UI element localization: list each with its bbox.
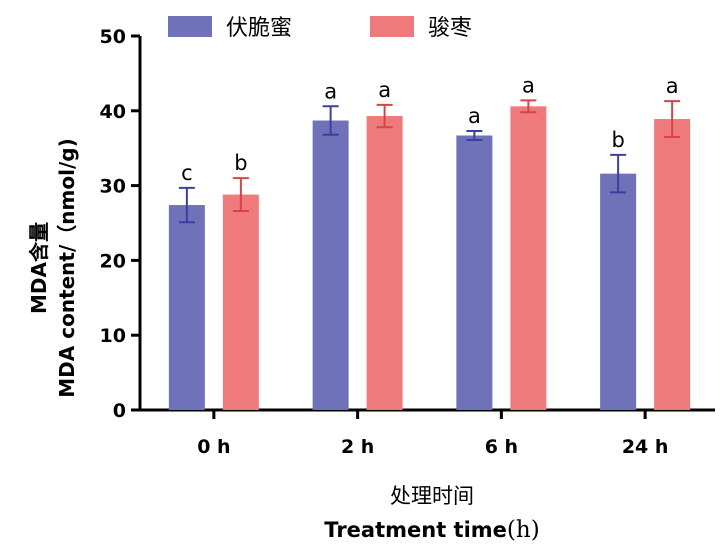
y-axis-title-line1: MDA含量	[27, 222, 51, 314]
legend-swatch-series-1	[168, 16, 212, 37]
bar	[600, 173, 637, 410]
x-tick-label: 6 h	[485, 436, 518, 458]
y-axis-title-line2: MDA content/（nmol/g)	[55, 138, 79, 397]
y-tick-label: 50	[100, 26, 126, 48]
bar	[456, 135, 493, 410]
legend: 伏脆蜜 骏枣	[168, 16, 472, 41]
y-axis-title: MDA含量 MDA content/（nmol/g)	[27, 138, 79, 397]
x-axis-title-unit: (h)	[507, 517, 540, 543]
significance-letter: a	[468, 104, 481, 128]
y-tick-label: 40	[100, 101, 126, 123]
x-axis-title-en-text: Treatment time	[324, 518, 507, 542]
y-tick-label: 30	[100, 176, 126, 198]
x-axis: 0 h 2 h 6 h 24 h	[138, 408, 715, 458]
significance-letter: a	[324, 79, 337, 103]
y-tick-label: 10	[100, 325, 126, 347]
significance-letter: c	[181, 161, 193, 185]
significance-letter: b	[234, 151, 247, 175]
bar	[168, 205, 205, 410]
legend-swatch-series-2	[370, 16, 414, 37]
bar	[312, 120, 349, 411]
bar	[654, 119, 691, 410]
y-axis: 0 10 20 30 40 50	[100, 26, 142, 422]
bar	[222, 194, 259, 410]
x-axis-title-cn: 处理时间	[390, 484, 474, 508]
x-tick-label: 2 h	[341, 436, 374, 458]
significance-letter: a	[522, 73, 535, 97]
bar	[366, 116, 403, 410]
y-tick-label: 0	[113, 400, 126, 422]
x-tick-label: 0 h	[197, 436, 230, 458]
y-tick-label: 20	[100, 250, 126, 272]
significance-letter: a	[378, 78, 391, 102]
x-axis-title-en: Treatment time(h)	[324, 517, 539, 543]
x-tick-label: 24 h	[622, 436, 669, 458]
legend-label-series-2: 骏枣	[428, 16, 472, 41]
significance-letter: b	[611, 128, 624, 152]
bars: c b a a a a b a	[168, 73, 691, 411]
bar	[510, 106, 547, 410]
legend-label-series-1: 伏脆蜜	[226, 16, 292, 41]
significance-letter: a	[666, 74, 679, 98]
